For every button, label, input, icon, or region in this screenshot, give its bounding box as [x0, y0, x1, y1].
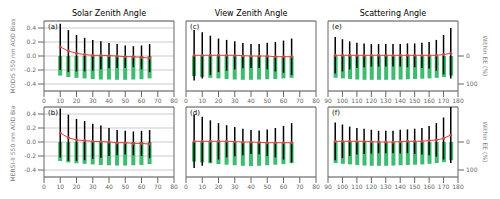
svg-text:150: 150: [409, 183, 421, 190]
svg-text:50: 50: [121, 97, 129, 104]
svg-text:0: 0: [184, 97, 188, 104]
svg-text:-0.2: -0.2: [24, 66, 36, 73]
html-text:(a): (a): [48, 23, 58, 31]
svg-text:0: 0: [466, 52, 470, 59]
svg-text:80: 80: [170, 97, 178, 104]
svg-text:MERSI-II 550 nm AOD Bias: MERSI-II 550 nm AOD Bias: [9, 105, 16, 182]
svg-text:Within EE (%): Within EE (%): [482, 122, 489, 163]
svg-text:150: 150: [409, 97, 421, 104]
svg-text:50: 50: [263, 97, 271, 104]
svg-text:180: 180: [452, 97, 464, 104]
svg-text:20: 20: [215, 183, 223, 190]
svg-text:110: 110: [351, 183, 363, 190]
svg-text:30: 30: [89, 97, 97, 104]
svg-text:100: 100: [466, 80, 478, 87]
svg-text:40: 40: [247, 183, 255, 190]
svg-text:100: 100: [337, 183, 349, 190]
svg-text:0: 0: [466, 138, 470, 145]
svg-text:60: 60: [280, 97, 288, 104]
svg-text:60: 60: [138, 183, 146, 190]
svg-text:70: 70: [296, 97, 304, 104]
html-text:(d): (d): [190, 109, 200, 117]
html-text:View Zenith Angle: View Zenith Angle: [214, 9, 288, 18]
svg-text:80: 80: [312, 183, 320, 190]
svg-text:MODIS 550 nm AOD Bias: MODIS 550 nm AOD Bias: [9, 19, 16, 93]
svg-text:60: 60: [280, 183, 288, 190]
svg-text:140: 140: [394, 97, 406, 104]
svg-text:80: 80: [312, 97, 320, 104]
svg-text:60: 60: [138, 97, 146, 104]
svg-text:130: 130: [380, 183, 392, 190]
svg-text:40: 40: [105, 97, 113, 104]
svg-text:30: 30: [89, 183, 97, 190]
svg-text:70: 70: [154, 183, 162, 190]
svg-text:10: 10: [198, 183, 206, 190]
svg-text:110: 110: [351, 97, 363, 104]
svg-text:20: 20: [215, 97, 223, 104]
svg-text:20: 20: [73, 97, 81, 104]
svg-text:10: 10: [56, 183, 64, 190]
html-text:(e): (e): [332, 23, 342, 31]
svg-text:40: 40: [247, 97, 255, 104]
html-text:Solar Zenith Angle: Solar Zenith Angle: [71, 9, 147, 18]
svg-text:0: 0: [184, 183, 188, 190]
svg-text:-0.2: -0.2: [24, 152, 36, 159]
svg-text:170: 170: [438, 97, 450, 104]
svg-text:0.2: 0.2: [26, 124, 36, 131]
svg-text:0: 0: [42, 97, 46, 104]
svg-text:20: 20: [73, 183, 81, 190]
svg-text:0: 0: [42, 183, 46, 190]
svg-text:50: 50: [263, 183, 271, 190]
svg-text:80: 80: [170, 183, 178, 190]
svg-text:10: 10: [198, 97, 206, 104]
svg-text:50: 50: [121, 183, 129, 190]
svg-text:90: 90: [324, 183, 332, 190]
svg-text:120: 120: [366, 183, 378, 190]
svg-text:30: 30: [231, 97, 239, 104]
svg-text:120: 120: [366, 97, 378, 104]
svg-text:0.0: 0.0: [26, 138, 36, 145]
svg-text:0.4: 0.4: [26, 24, 36, 31]
svg-text:-0.4: -0.4: [24, 80, 36, 87]
svg-text:100: 100: [466, 166, 478, 173]
svg-text:70: 70: [154, 97, 162, 104]
html-text:(c): (c): [190, 23, 200, 31]
html-text:Scattering Angle: Scattering Angle: [359, 9, 427, 18]
svg-text:10: 10: [56, 97, 64, 104]
svg-text:70: 70: [296, 183, 304, 190]
svg-text:0.4: 0.4: [26, 110, 36, 117]
svg-text:40: 40: [105, 183, 113, 190]
svg-text:130: 130: [380, 97, 392, 104]
svg-text:160: 160: [423, 97, 435, 104]
html-text:(b): (b): [48, 109, 58, 117]
svg-text:90: 90: [324, 97, 332, 104]
svg-text:0.2: 0.2: [26, 38, 36, 45]
svg-text:170: 170: [438, 183, 450, 190]
svg-text:140: 140: [394, 183, 406, 190]
svg-text:100: 100: [337, 97, 349, 104]
svg-text:30: 30: [231, 183, 239, 190]
svg-text:0.0: 0.0: [26, 52, 36, 59]
svg-text:-0.4: -0.4: [24, 166, 36, 173]
svg-text:Within EE (%): Within EE (%): [482, 36, 489, 77]
html-text:(f): (f): [332, 109, 340, 117]
svg-text:180: 180: [452, 183, 464, 190]
svg-text:160: 160: [423, 183, 435, 190]
